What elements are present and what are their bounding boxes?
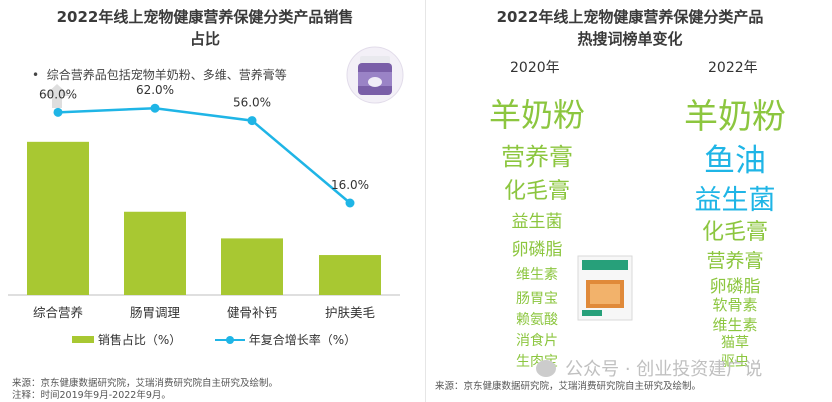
growth-label-1: 60.0% (39, 87, 77, 101)
bullet-note: • 综合营养品包括宠物羊奶粉、多维、营养膏等 (32, 68, 287, 82)
right-chart-title: 2022年线上宠物健康营养保健分类产品 热搜词榜单变化 (496, 8, 764, 48)
hot-word-2020-3: 化毛膏 (503, 179, 571, 204)
hot-word-2020-4: 益生菌 (511, 211, 563, 232)
legend-line-swatch (214, 335, 245, 344)
hot-word-2022-7: 软骨素 (712, 295, 758, 314)
chart-legend: 销售占比（%） 年复合增长率（%） (72, 331, 356, 348)
hot-word-2022-5: 营养膏 (706, 249, 764, 272)
bullet-dot: • (32, 68, 40, 82)
growth-point-3 (247, 116, 257, 126)
growth-label-2: 62.0% (136, 83, 174, 97)
left-source-note: 来源：京东健康数据研究院，艾瑞消费研究院自主研究及绘制。 注释：时间2019年9… (12, 378, 279, 401)
category-label-4: 护肤美毛 (325, 305, 376, 320)
hot-word-2022-6: 卵磷脂 (709, 276, 761, 297)
bar-3 (221, 238, 283, 295)
column-header-2020: 2020年 (510, 60, 560, 76)
wechat-icon (536, 359, 556, 377)
panel-divider (425, 0, 426, 402)
legend-line-label: 年复合增长率（%） (248, 333, 357, 347)
growth-point-1 (53, 107, 63, 117)
growth-line (57, 106, 351, 204)
up-arrow-icon (44, 84, 70, 108)
legend-bar-label: 销售占比（%） (97, 333, 182, 347)
legend-bar-swatch (72, 336, 94, 343)
hot-word-2020-6: 维生素 (516, 267, 558, 283)
bar-4 (319, 255, 381, 295)
left-chart-title: 2022年线上宠物健康营养保健分类产品销售 占比 (56, 8, 354, 48)
watermark: 公众号 · 创业投资建广说 (536, 355, 762, 381)
hot-word-2022-3: 益生菌 (694, 184, 776, 216)
sales-share-chart: 60.0% 62.0% 56.0% 16.0% 综合营养 肠胃调理 健骨补钙 护肤美毛 (8, 83, 400, 320)
growth-label-4: 16.0% (331, 178, 369, 192)
column-header-2022: 2022年 (708, 60, 758, 76)
hot-word-2022-9: 猫草 (721, 335, 749, 351)
hot-word-2020-8: 赖氨酸 (516, 312, 558, 328)
product-can-image (346, 46, 404, 104)
product-box-image (577, 255, 633, 321)
hot-word-2020-7: 肠胃宝 (516, 291, 558, 307)
category-label-3: 健骨补钙 (227, 305, 277, 320)
hot-word-2020-2: 营养膏 (501, 143, 573, 171)
hot-word-2022-1: 羊奶粉 (684, 97, 786, 137)
category-label-2: 肠胃调理 (130, 305, 181, 320)
hot-word-2022-2: 鱼油 (704, 142, 766, 179)
hot-word-2022-4: 化毛膏 (701, 220, 769, 245)
growth-point-4 (345, 198, 355, 208)
growth-point-2 (150, 103, 160, 113)
hot-word-2020-9: 消食片 (516, 333, 558, 349)
right-source-note: 来源：京东健康数据研究院，艾瑞消费研究院自主研究及绘制。 (435, 381, 702, 392)
hot-word-2022-10: 驱虫 (721, 354, 749, 370)
category-label-1: 综合营养 (33, 305, 83, 320)
bar-2 (124, 211, 186, 295)
bar-1 (27, 141, 89, 295)
hot-word-2020-5: 卵磷脂 (511, 239, 563, 260)
hot-word-2022-8: 维生素 (712, 315, 758, 334)
hot-word-2020-1: 羊奶粉 (488, 96, 586, 134)
growth-label-3: 56.0% (233, 96, 271, 110)
